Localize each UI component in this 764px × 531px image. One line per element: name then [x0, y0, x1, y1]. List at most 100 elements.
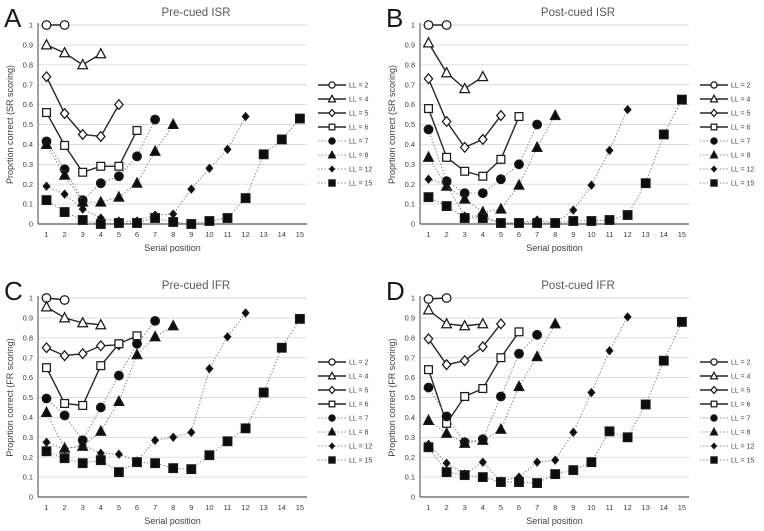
chart-pre-cued-ifr: 00.10.20.30.40.50.60.70.80.911 2 3 4 5 6 7 8 9 10…: [4, 276, 372, 526]
diamond-marker: [441, 115, 452, 128]
triangle-marker: [458, 82, 471, 94]
series-ll7: [423, 119, 543, 199]
diamond-marker: [95, 339, 106, 352]
circle-marker: [423, 293, 434, 304]
triangle-marker: [549, 109, 562, 121]
triangle-marker: [131, 347, 143, 359]
diamond-legend-marker: [328, 108, 336, 118]
triangle-marker: [94, 47, 107, 59]
square-marker: [150, 457, 161, 468]
triangle-marker: [458, 318, 471, 330]
series-line: [428, 115, 556, 213]
y-tick-label: 1: [411, 293, 415, 302]
triangle-marker: [167, 117, 180, 130]
legend-entry-ll4: LL = 4: [318, 370, 369, 380]
y-tick-label: 0: [29, 220, 33, 229]
triangle-marker: [440, 316, 453, 328]
circle-marker: [59, 294, 70, 305]
series-line: [45, 76, 120, 138]
square-marker: [222, 213, 233, 223]
triangle-marker: [549, 316, 562, 328]
square-marker: [95, 219, 106, 229]
y-tick-label: 0.6: [23, 373, 33, 382]
series-line: [45, 334, 138, 406]
x-tick-label: 7: [535, 503, 539, 512]
legend-entry-ll15: LL = 15: [318, 179, 372, 188]
circle-marker: [150, 114, 161, 125]
circle-marker: [59, 409, 70, 420]
x-tick-labels: 1 2 3 4 5 6 7 8 9 10 11 12 13 14 15: [426, 230, 686, 239]
circle-legend-marker: [328, 357, 336, 366]
square-marker: [168, 217, 179, 227]
diamond-marker: [41, 341, 52, 354]
legend-label: LL = 7: [349, 139, 369, 146]
panel-letter: A: [4, 3, 22, 33]
square-marker: [168, 462, 179, 473]
square-marker: [532, 218, 543, 228]
y-tick-label: 0.1: [23, 472, 33, 481]
diamond-marker: [459, 354, 470, 366]
x-tick-label: 4: [481, 503, 485, 512]
y-tick-label: 0: [411, 492, 415, 501]
square-marker: [423, 104, 434, 114]
x-tick-label: 9: [571, 503, 575, 512]
y-tick-label: 0.2: [405, 180, 415, 189]
legend-entry-ll12: LL = 12: [318, 441, 372, 450]
x-tick-label: 14: [660, 503, 668, 512]
triangle-marker: [40, 137, 53, 149]
circle-marker: [423, 20, 434, 30]
x-axis-title: Serial position: [526, 516, 583, 526]
square-marker: [114, 338, 124, 348]
triangle-marker: [58, 310, 71, 322]
circle-marker: [132, 338, 142, 349]
panel-d-post-cued-ifr: 0 0.1 0.2 0.3 0.4 0.5 0.6 0.7 0.8 0.9 1 1 2 3 4 5 6 7 8 9 10…: [382, 266, 764, 531]
square-marker: [514, 326, 524, 336]
triangle-marker: [149, 144, 161, 156]
triangle-marker: [422, 36, 435, 48]
legend-entry-ll12: LL = 12: [700, 165, 754, 174]
y-tick-label: 0.1: [405, 200, 415, 209]
legend-entry-ll8: LL = 8: [318, 426, 369, 436]
series-ll7: [41, 114, 161, 206]
legend-label: LL = 2: [349, 359, 369, 366]
square-marker: [459, 213, 470, 223]
panel-title: Pre-cued IFR: [162, 280, 230, 292]
legend-entry-ll5: LL = 5: [318, 385, 369, 394]
legend-label: LL = 15: [731, 181, 754, 188]
circle-legend-marker: [710, 357, 718, 366]
x-tick-label: 1: [426, 230, 430, 239]
series-line: [46, 312, 247, 462]
x-tick-label: 11: [606, 503, 614, 512]
square-marker: [222, 435, 233, 446]
series-ll15: [423, 94, 687, 228]
diamond-marker: [223, 331, 232, 342]
x-tick-label: 4: [99, 503, 103, 512]
square-marker: [586, 216, 597, 226]
square-marker: [496, 154, 506, 164]
legend-entry-ll7: LL = 7: [318, 413, 369, 422]
circle-marker: [423, 124, 434, 135]
legend-label: LL = 7: [731, 139, 751, 146]
x-tick-label: 15: [678, 230, 686, 239]
square-marker: [150, 213, 161, 223]
y-tick-label: 0.6: [23, 100, 33, 109]
legend-label: LL = 12: [731, 443, 754, 450]
y-tick-label: 0.8: [405, 333, 415, 342]
square-marker: [604, 425, 615, 436]
gridlines: [38, 24, 307, 205]
x-tick-label: 6: [517, 230, 521, 239]
series-ll8: [40, 318, 180, 453]
x-tick-label: 3: [81, 230, 85, 239]
x-tick-label: 1: [426, 503, 430, 512]
circle-marker: [532, 119, 543, 130]
diamond-marker: [205, 363, 214, 373]
y-tick-label: 0.7: [23, 80, 33, 89]
square-marker: [258, 149, 269, 160]
x-tick-label: 11: [224, 503, 232, 512]
x-tick-label: 15: [678, 503, 686, 512]
triangle-marker: [113, 190, 125, 202]
square-marker: [294, 313, 305, 324]
x-tick-label: 4: [99, 230, 103, 239]
triangle-legend-marker: [709, 426, 719, 435]
